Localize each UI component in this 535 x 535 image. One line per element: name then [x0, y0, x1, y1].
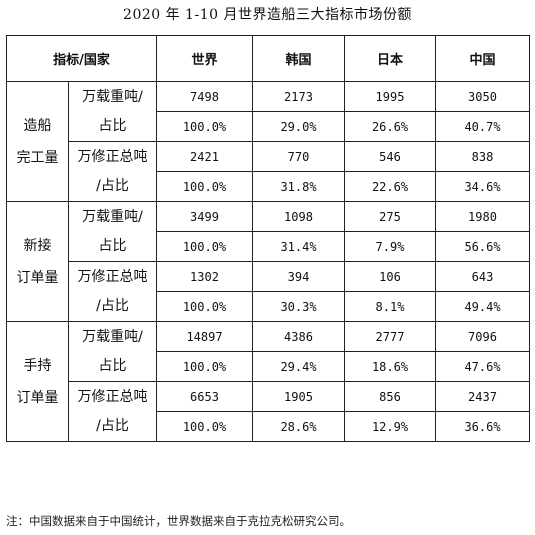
row-label-line: 占比 [98, 117, 127, 134]
value-cell: 106 [344, 261, 436, 292]
share-cell: 100.0% [156, 351, 253, 382]
market-share-table: 指标/国家 世界 韩国 日本 中国 造船 完工量 万载重吨/ 占比 7498 2… [6, 35, 530, 442]
share-cell: 100.0% [156, 231, 253, 262]
value-cell: 1905 [252, 381, 345, 412]
row-label-line: /占比 [96, 417, 129, 434]
value-cell: 14897 [156, 321, 253, 352]
value-cell: 1980 [435, 201, 530, 232]
row-label: 万载重吨/ 占比 [68, 81, 157, 142]
table-row: 新接 订单量 万载重吨/ 占比 3499 1098 275 1980 [6, 201, 530, 322]
table-row: 100.0% 29.4% 18.6% 47.6% [7, 351, 530, 382]
section-label-line: 订单量 [16, 269, 59, 286]
section-label: 手持 订单量 [6, 321, 69, 442]
share-cell: 18.6% [344, 351, 436, 382]
share-cell: 8.1% [344, 291, 436, 322]
header-row: 指标/国家 世界 韩国 日本 中国 [6, 35, 530, 82]
row-label-line: 万载重吨/ [82, 208, 143, 225]
table-row: 100.0% 31.4% 7.9% 56.6% [7, 231, 530, 262]
row-label-line: 万载重吨/ [82, 88, 143, 105]
share-cell: 26.6% [344, 111, 436, 142]
value-cell: 2421 [156, 141, 253, 172]
value-cell: 643 [435, 261, 530, 292]
row-label-line: 万修正总吨 [77, 268, 148, 285]
section-label: 新接 订单量 [6, 201, 69, 322]
row-label: 万载重吨/ 占比 [68, 201, 157, 262]
table-row: 万修正总吨 /占比 1302 394 106 643 [7, 261, 530, 322]
row-label-line: 万载重吨/ [82, 328, 143, 345]
value-cell: 6653 [156, 381, 253, 412]
section-label-line: 完工量 [16, 149, 59, 166]
header-korea: 韩国 [252, 35, 345, 82]
row-label: 万修正总吨 /占比 [68, 141, 157, 202]
value-cell: 394 [252, 261, 345, 292]
share-cell: 49.4% [435, 291, 530, 322]
share-cell: 29.0% [252, 111, 345, 142]
table-row: 100.0% 31.8% 22.6% 34.6% [7, 171, 530, 202]
header-china: 中国 [435, 35, 530, 82]
share-cell: 36.6% [435, 411, 530, 442]
share-cell: 12.9% [344, 411, 436, 442]
share-cell: 34.6% [435, 171, 530, 202]
value-cell: 2173 [252, 81, 345, 112]
value-cell: 770 [252, 141, 345, 172]
row-label: 万载重吨/ 占比 [68, 321, 157, 382]
table-row: 万修正总吨 /占比 6653 1905 856 2437 [7, 381, 530, 442]
table-row: 造船 完工量 万载重吨/ 占比 7498 2173 1995 3050 [6, 81, 530, 202]
section-label-line: 新接 [23, 237, 52, 254]
row-label: 万修正总吨 /占比 [68, 261, 157, 322]
value-cell: 1098 [252, 201, 345, 232]
section-label: 造船 完工量 [6, 81, 69, 202]
row-label-line: 万修正总吨 [77, 148, 148, 165]
value-cell: 275 [344, 201, 436, 232]
section-label-line: 订单量 [16, 389, 59, 406]
row-label-line: 万修正总吨 [77, 388, 148, 405]
value-cell: 838 [435, 141, 530, 172]
value-cell: 2437 [435, 381, 530, 412]
value-cell: 7096 [435, 321, 530, 352]
section-label-line: 造船 [23, 117, 52, 134]
row-label-line: 占比 [98, 237, 127, 254]
header-japan: 日本 [344, 35, 436, 82]
share-cell: 47.6% [435, 351, 530, 382]
footnote: 注：中国数据来自于中国统计，世界数据来自于克拉克松研究公司。 [6, 514, 351, 528]
row-label-line: 占比 [98, 357, 127, 374]
table-row: 100.0% 28.6% 12.9% 36.6% [7, 411, 530, 442]
section-label-line: 手持 [23, 357, 52, 374]
share-cell: 29.4% [252, 351, 345, 382]
share-cell: 100.0% [156, 411, 253, 442]
share-cell: 100.0% [156, 171, 253, 202]
value-cell: 546 [344, 141, 436, 172]
value-cell: 7498 [156, 81, 253, 112]
row-label-line: /占比 [96, 297, 129, 314]
table-row: 100.0% 29.0% 26.6% 40.7% [7, 111, 530, 142]
share-cell: 31.8% [252, 171, 345, 202]
value-cell: 1995 [344, 81, 436, 112]
share-cell: 22.6% [344, 171, 436, 202]
share-cell: 100.0% [156, 111, 253, 142]
share-cell: 30.3% [252, 291, 345, 322]
share-cell: 56.6% [435, 231, 530, 262]
value-cell: 4386 [252, 321, 345, 352]
header-world: 世界 [156, 35, 253, 82]
table-row: 手持 订单量 万载重吨/ 占比 14897 4386 2777 7096 [6, 321, 530, 442]
row-label-line: /占比 [96, 177, 129, 194]
share-cell: 31.4% [252, 231, 345, 262]
table-row: 万修正总吨 /占比 2421 770 546 838 [7, 141, 530, 202]
value-cell: 3499 [156, 201, 253, 232]
value-cell: 2777 [344, 321, 436, 352]
share-cell: 100.0% [156, 291, 253, 322]
row-label: 万修正总吨 /占比 [68, 381, 157, 442]
header-indicator: 指标/国家 [6, 35, 157, 82]
value-cell: 3050 [435, 81, 530, 112]
share-cell: 7.9% [344, 231, 436, 262]
table-title: 2020 年 1-10 月世界造船三大指标市场份额 [123, 7, 412, 23]
share-cell: 40.7% [435, 111, 530, 142]
value-cell: 1302 [156, 261, 253, 292]
value-cell: 856 [344, 381, 436, 412]
table-row: 100.0% 30.3% 8.1% 49.4% [7, 291, 530, 322]
share-cell: 28.6% [252, 411, 345, 442]
